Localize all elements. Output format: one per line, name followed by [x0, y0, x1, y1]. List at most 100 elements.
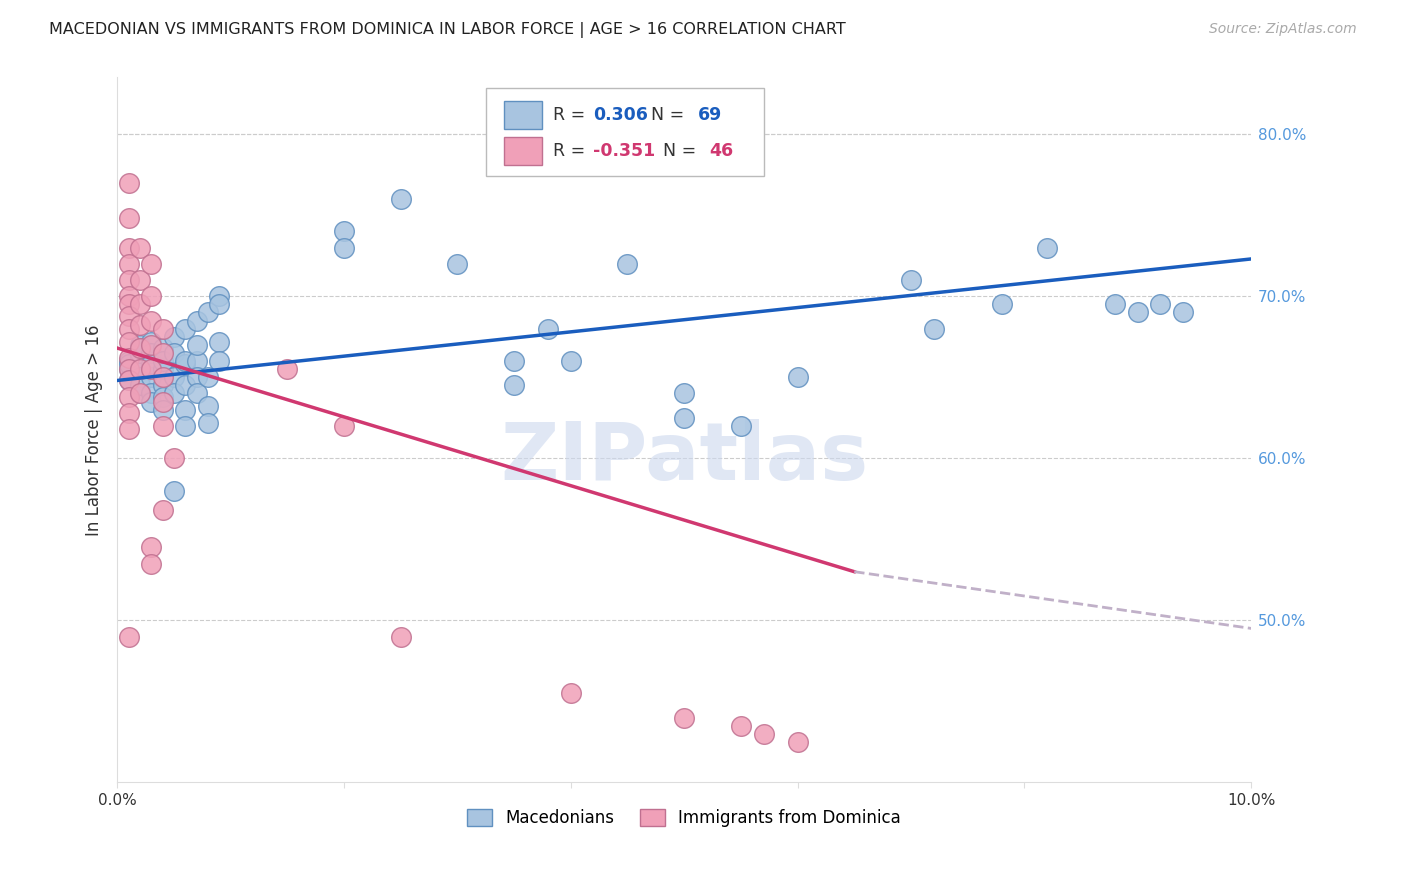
Point	[900, 273, 922, 287]
Point	[141, 338, 163, 352]
Point	[560, 354, 582, 368]
Point	[163, 386, 186, 401]
Point	[152, 346, 174, 360]
Point	[141, 370, 163, 384]
Point	[128, 362, 150, 376]
Point	[117, 176, 139, 190]
Point	[208, 289, 231, 303]
Point	[141, 541, 163, 555]
Point	[560, 686, 582, 700]
Point	[152, 370, 174, 384]
Point	[616, 257, 638, 271]
Point	[503, 378, 526, 392]
Point	[152, 390, 174, 404]
Point	[186, 370, 208, 384]
Point	[174, 357, 197, 371]
Point	[1036, 241, 1059, 255]
Point	[186, 386, 208, 401]
Point	[197, 416, 219, 430]
Point	[141, 313, 163, 327]
Point	[174, 378, 197, 392]
Point	[141, 557, 163, 571]
Point	[117, 406, 139, 420]
Point	[208, 334, 231, 349]
Point	[128, 318, 150, 333]
Point	[117, 321, 139, 335]
Point	[141, 334, 163, 349]
Point	[128, 341, 150, 355]
Point	[117, 630, 139, 644]
Point	[117, 211, 139, 226]
Point	[786, 370, 808, 384]
Point	[537, 321, 560, 335]
Point	[141, 357, 163, 371]
Point	[117, 362, 139, 376]
Point	[174, 418, 197, 433]
Point	[117, 354, 139, 368]
Point	[1149, 297, 1171, 311]
Text: 0.306: 0.306	[593, 106, 648, 124]
Point	[141, 346, 163, 360]
Point	[152, 394, 174, 409]
Point	[128, 338, 150, 352]
Point	[389, 192, 412, 206]
Point	[128, 386, 150, 401]
Y-axis label: In Labor Force | Age > 16: In Labor Force | Age > 16	[86, 324, 103, 535]
Point	[922, 321, 945, 335]
Point	[1104, 297, 1126, 311]
Point	[128, 370, 150, 384]
Point	[163, 451, 186, 466]
Point	[117, 241, 139, 255]
Point	[276, 362, 298, 376]
Point	[197, 370, 219, 384]
Point	[389, 630, 412, 644]
Point	[128, 351, 150, 365]
Point	[152, 378, 174, 392]
Point	[730, 718, 752, 732]
Point	[128, 241, 150, 255]
Point	[117, 309, 139, 323]
Point	[752, 727, 775, 741]
Point	[152, 362, 174, 376]
Point	[117, 273, 139, 287]
Point	[117, 374, 139, 388]
Point	[117, 257, 139, 271]
Text: 46: 46	[709, 142, 734, 160]
Point	[197, 400, 219, 414]
Point	[152, 354, 174, 368]
Point	[163, 329, 186, 343]
Point	[141, 257, 163, 271]
Point	[990, 297, 1012, 311]
Point	[186, 338, 208, 352]
Point	[117, 297, 139, 311]
Point	[152, 341, 174, 355]
Text: N =: N =	[652, 142, 702, 160]
Point	[673, 410, 696, 425]
FancyBboxPatch shape	[503, 136, 543, 165]
Point	[152, 503, 174, 517]
FancyBboxPatch shape	[503, 101, 543, 129]
Point	[197, 305, 219, 319]
Point	[186, 354, 208, 368]
Text: 69: 69	[697, 106, 723, 124]
Point	[141, 394, 163, 409]
Point	[673, 386, 696, 401]
Text: -0.351: -0.351	[593, 142, 655, 160]
Point	[446, 257, 468, 271]
FancyBboxPatch shape	[485, 88, 763, 176]
Point	[163, 346, 186, 360]
Point	[152, 418, 174, 433]
Text: R =: R =	[553, 142, 591, 160]
Point	[174, 354, 197, 368]
Point	[208, 354, 231, 368]
Point	[117, 390, 139, 404]
Legend: Macedonians, Immigrants from Dominica: Macedonians, Immigrants from Dominica	[461, 803, 907, 834]
Point	[786, 735, 808, 749]
Point	[128, 341, 150, 355]
Point	[333, 224, 356, 238]
Point	[117, 362, 139, 376]
Point	[117, 289, 139, 303]
Point	[163, 483, 186, 498]
Point	[128, 386, 150, 401]
Point	[174, 321, 197, 335]
